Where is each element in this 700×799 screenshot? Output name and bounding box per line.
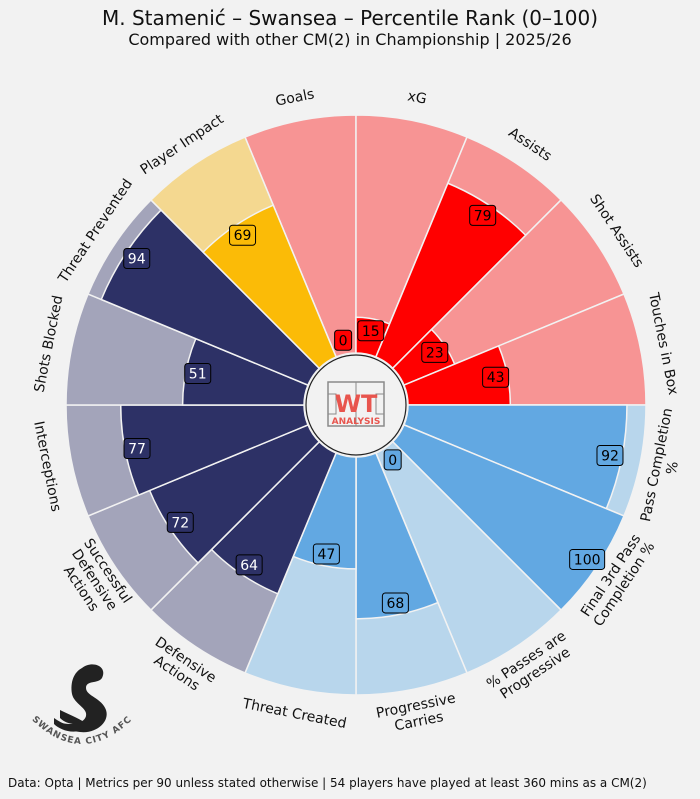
value-label-defensive-actions: 64: [235, 554, 263, 576]
center-logo-bottom: ANALYSIS: [332, 417, 381, 427]
slice-bar-player-impact: [202, 204, 338, 370]
svg-text:77: 77: [128, 442, 146, 458]
category-label-shots-blocked: Shots Blocked: [32, 294, 67, 394]
value-label-passes-are-progressive: 0: [383, 449, 402, 471]
svg-text:23: 23: [426, 345, 444, 361]
value-label-interceptions: 77: [123, 438, 151, 460]
category-label-progressive-carries: ProgressiveCarries: [375, 690, 460, 737]
svg-text:0: 0: [388, 453, 397, 469]
svg-text:0: 0: [339, 333, 348, 349]
value-label-player-impact: 69: [229, 224, 257, 246]
svg-text:79: 79: [474, 208, 492, 224]
chart-title: M. Stamenić – Swansea – Percentile Rank …: [101, 6, 599, 30]
value-label-final-3rd-pass-completion: 100: [569, 548, 606, 570]
slice-bar-final-3rd-pass-completion: [391, 423, 625, 612]
value-label-assists: 79: [469, 204, 497, 226]
svg-text:69: 69: [234, 228, 252, 244]
svg-text:51: 51: [189, 367, 207, 383]
value-label-goals: 0: [334, 329, 353, 351]
value-label-shots-blocked: 51: [184, 363, 212, 385]
category-label-xg: xG: [406, 88, 428, 107]
svg-text:100: 100: [574, 552, 601, 568]
category-label-threat-created: Threat Created: [240, 696, 347, 732]
center-logo-top: WT: [335, 390, 378, 418]
svg-text:43: 43: [487, 370, 505, 386]
svg-text:72: 72: [171, 515, 189, 531]
chart-subtitle: Compared with other CM(2) in Championshi…: [128, 30, 572, 49]
svg-text:47: 47: [317, 547, 335, 563]
value-label-xg: 15: [357, 320, 385, 342]
value-label-threat-prevented: 94: [123, 247, 151, 269]
value-label-successful-defensive-actions: 72: [166, 511, 194, 533]
swansea-swan-icon: SWANSEA CITY AFC: [30, 664, 133, 747]
svg-text:68: 68: [386, 596, 404, 612]
center-logo: WT ANALYSIS: [305, 354, 407, 456]
category-label-interceptions: Interceptions: [30, 420, 64, 513]
value-label-threat-created: 47: [312, 543, 340, 565]
footer-note: Data: Opta | Metrics per 90 unless state…: [8, 776, 647, 790]
slice-bg-passes-are-progressive: [374, 440, 563, 674]
svg-text:15: 15: [362, 324, 380, 340]
svg-text:92: 92: [601, 449, 619, 465]
svg-text:64: 64: [240, 558, 258, 574]
category-label-goals: Goals: [274, 86, 316, 109]
category-label-touches-in-box: Touches in Box: [645, 291, 681, 397]
value-label-pass-completion: 92: [596, 445, 624, 467]
value-label-shot-assists: 23: [421, 341, 449, 363]
category-label-assists: Assists: [505, 125, 554, 165]
value-label-touches-in-box: 43: [482, 366, 510, 388]
value-label-progressive-carries: 68: [381, 592, 409, 614]
svg-text:94: 94: [128, 251, 146, 267]
slice-bg-goals: [244, 114, 357, 358]
